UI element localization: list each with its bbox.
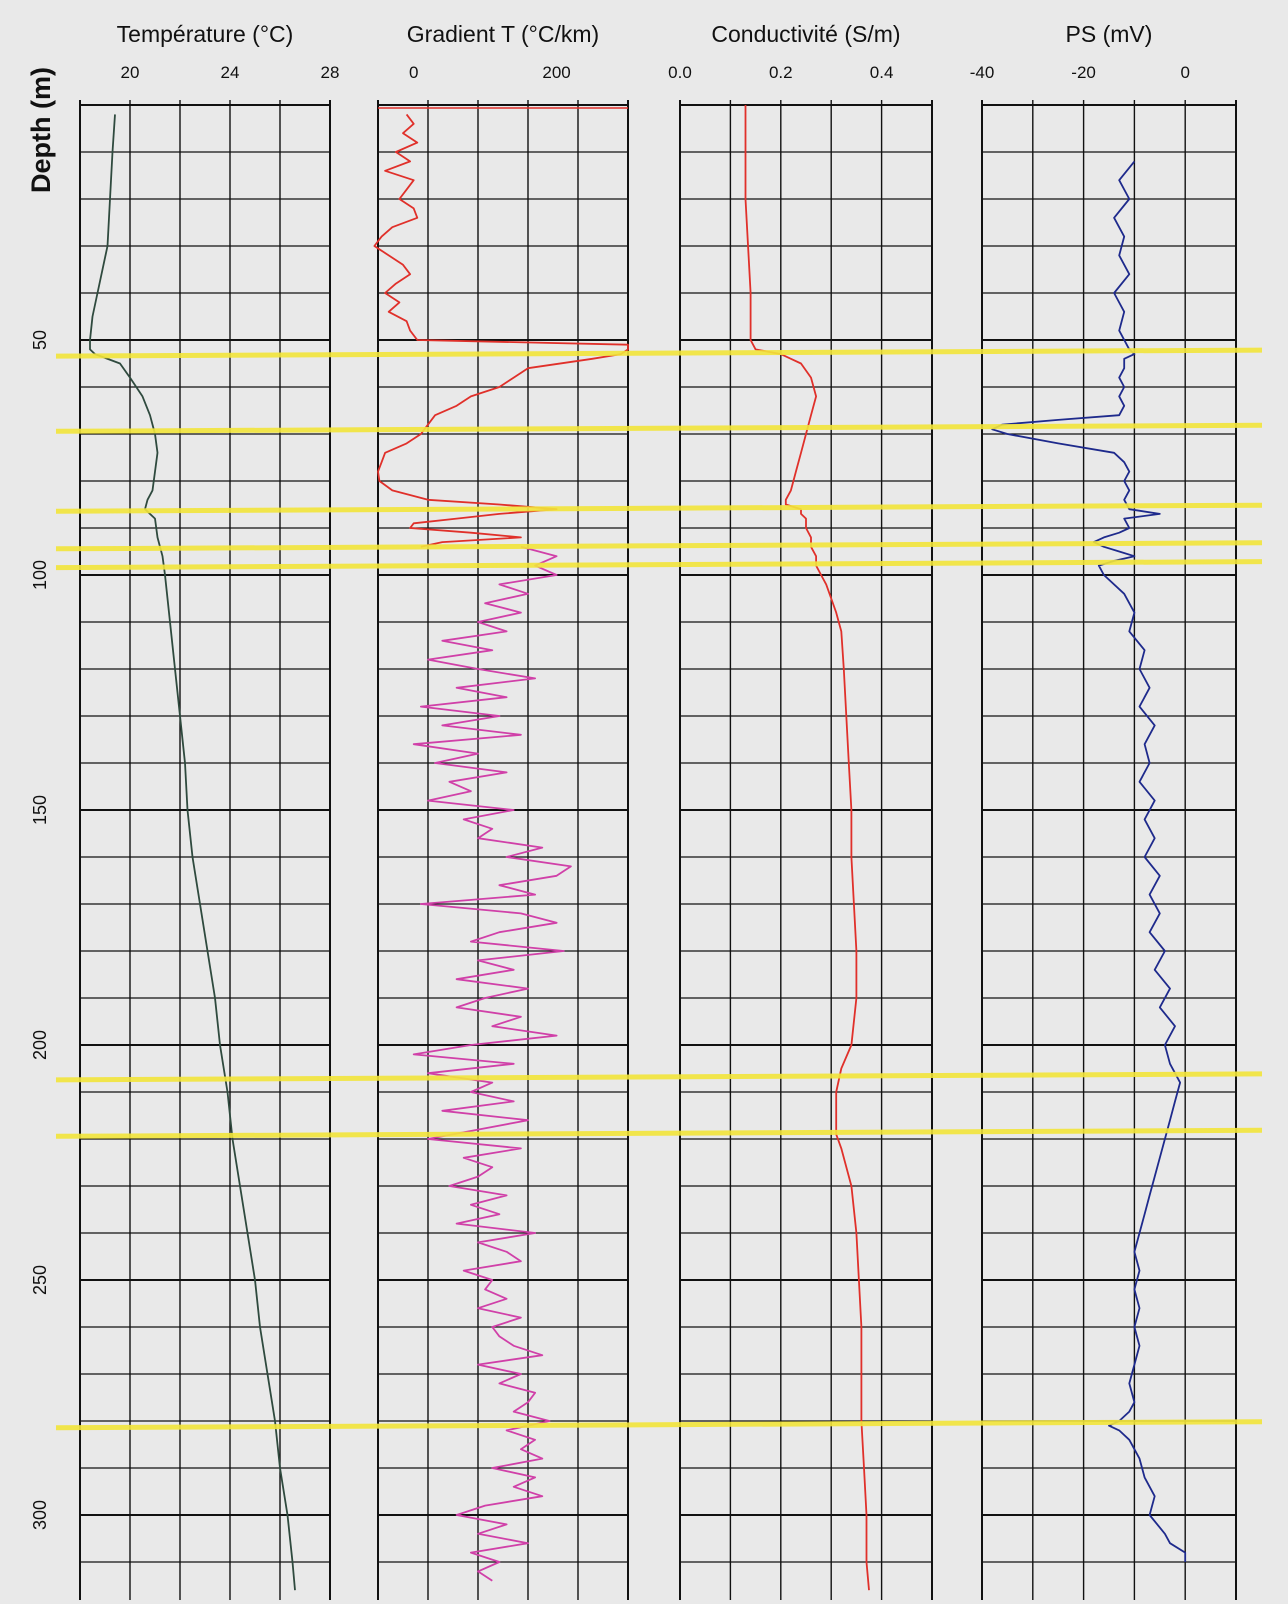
depth-tick-label: 150 — [30, 795, 50, 825]
tick-label-gradient: 200 — [542, 63, 570, 82]
temperature-curve — [89, 114, 296, 1591]
horizon-line — [55, 422, 1263, 434]
panel-title-temperature: Température (°C) — [117, 21, 294, 47]
conductivity-curve — [744, 105, 870, 1591]
depth-tick-label: 50 — [30, 330, 50, 350]
horizon-line — [55, 559, 1263, 571]
tick-label-sp: 0 — [1180, 63, 1189, 82]
tick-label-sp: -40 — [970, 63, 995, 82]
tick-label-conductivity: 0.4 — [870, 63, 894, 82]
tick-label-temperature: 20 — [121, 63, 140, 82]
tick-label-conductivity: 0.0 — [668, 63, 692, 82]
panel-title-conductivity: Conductivité (S/m) — [711, 21, 900, 47]
depth-tick-labels: 50 100 150 200 250 300 — [30, 330, 50, 1530]
depth-tick-label: 100 — [30, 560, 50, 590]
horizon-lines — [55, 347, 1263, 1431]
sp-curve — [991, 160, 1187, 1562]
depth-tick-label: 300 — [30, 1500, 50, 1530]
horizon-line — [55, 540, 1263, 552]
horizon-line — [55, 347, 1263, 359]
log-panels: Température (°C) 20 24 28 Gradient T (°C/km)… — [79, 21, 1237, 1600]
panel-temperature: Température (°C) 20 24 28 — [79, 21, 340, 1600]
depth-tick-label: 200 — [30, 1030, 50, 1060]
tick-label-sp: -20 — [1071, 63, 1096, 82]
horizon-line — [55, 502, 1263, 514]
horizon-line — [55, 1127, 1263, 1139]
gradient-curve-lower — [412, 545, 572, 1582]
panel-title-sp: PS (mV) — [1066, 21, 1153, 47]
horizon-line — [55, 1419, 1263, 1431]
panel-gradient: Gradient T (°C/km) 0 200 — [373, 21, 629, 1600]
horizon-line — [55, 1071, 1263, 1083]
tick-label-temperature: 28 — [321, 63, 340, 82]
tick-label-temperature: 24 — [221, 63, 240, 82]
depth-axis-title: Depth (m) — [26, 67, 56, 193]
depth-tick-label: 250 — [30, 1265, 50, 1295]
tick-label-conductivity: 0.2 — [769, 63, 793, 82]
tick-label-gradient: 0 — [409, 63, 418, 82]
panel-title-gradient: Gradient T (°C/km) — [407, 21, 599, 47]
